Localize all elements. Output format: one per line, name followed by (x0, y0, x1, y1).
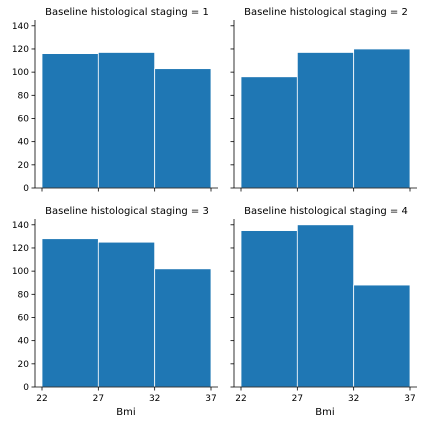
panel-staging-3: Baseline histological staging = 3 0 20 40 6… (12, 206, 218, 404)
panel-title: Baseline histological staging = 4 (244, 206, 408, 217)
panel-title: Baseline histological staging = 3 (45, 206, 209, 217)
histogram-bar (240, 76, 298, 189)
y-tick-label: 20 (18, 360, 30, 370)
panel-staging-2: Baseline histological staging = 2 (230, 7, 417, 192)
y-tick-label: 140 (12, 22, 29, 32)
y-tick-label: 80 (18, 290, 30, 300)
y-tick-label: 0 (23, 383, 29, 393)
y-tick-label: 100 (12, 267, 29, 277)
y-tick-label: 120 (12, 45, 29, 55)
x-tick-label: 22 (36, 394, 47, 404)
x-tick-label: 37 (404, 394, 415, 404)
y-tick-label: 140 (12, 221, 29, 231)
histogram-bar (97, 52, 156, 189)
y-tick-label: 80 (18, 91, 30, 101)
y-tick-label: 100 (12, 68, 29, 78)
histogram-bar (296, 52, 355, 189)
x-tick-label: 27 (93, 394, 104, 404)
y-tick-label: 40 (18, 337, 30, 347)
y-tick-label: 60 (18, 114, 30, 124)
panel-title: Baseline histological staging = 1 (45, 7, 209, 18)
histogram-bar (353, 284, 411, 388)
x-tick-label: 32 (348, 394, 359, 404)
x-axis-label-right: Bmi (315, 407, 334, 418)
histogram-bar (41, 53, 99, 189)
x-tick-label: 22 (235, 394, 246, 404)
panel-staging-1: Baseline histological staging = 1 0 20 40 6… (12, 7, 218, 194)
histogram-bar (154, 268, 212, 388)
histogram-bar (97, 241, 156, 388)
panel-staging-4: Baseline histological staging = 4 22 27 32… (230, 206, 417, 404)
x-tick-label: 27 (292, 394, 303, 404)
histogram-bar (154, 68, 212, 189)
x-tick-label: 32 (149, 394, 160, 404)
x-tick-label: 37 (205, 394, 216, 404)
panel-title: Baseline histological staging = 2 (244, 7, 408, 18)
histogram-bar (41, 238, 99, 388)
histogram-bar (240, 230, 298, 388)
histogram-bar (353, 48, 411, 189)
y-tick-label: 120 (12, 244, 29, 254)
y-tick-label: 20 (18, 161, 30, 171)
y-tick-label: 40 (18, 138, 30, 148)
x-axis-label-left: Bmi (116, 407, 135, 418)
y-tick-label: 0 (23, 184, 29, 194)
y-tick-label: 60 (18, 313, 30, 323)
histogram-bar (296, 224, 355, 388)
